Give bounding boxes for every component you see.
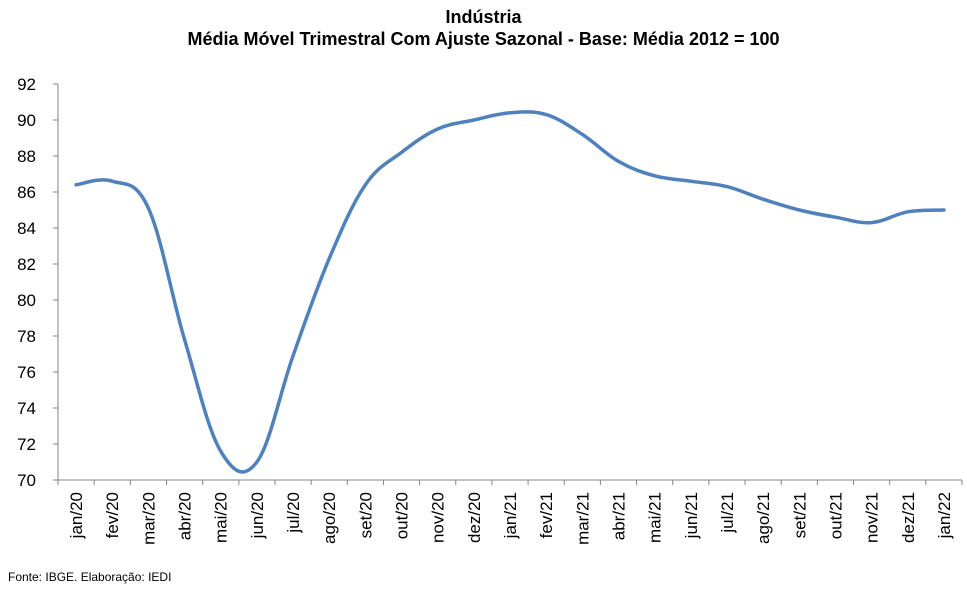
x-tick-label: set/21: [790, 492, 809, 538]
y-tick-label: 80: [17, 291, 36, 310]
y-tick-label: 88: [17, 147, 36, 166]
x-tick-label: abr/20: [176, 492, 195, 540]
data-point: [616, 159, 620, 163]
data-point: [74, 183, 78, 187]
data-point: [833, 215, 837, 219]
y-tick-label: 82: [17, 255, 36, 274]
y-tick-label: 70: [17, 471, 36, 490]
x-tick-label: dez/20: [465, 492, 484, 543]
x-tick-label: jan/22: [935, 492, 954, 539]
x-tick-label: mar/20: [139, 492, 158, 545]
data-point: [363, 183, 367, 187]
data-point: [870, 221, 874, 225]
y-tick-label: 86: [17, 183, 36, 202]
chart-title: Indústria: [445, 7, 522, 27]
data-point: [400, 150, 404, 154]
x-tick-label: fev/21: [537, 492, 556, 538]
data-point: [906, 210, 910, 214]
data-point: [472, 118, 476, 122]
x-tick-label: mai/20: [212, 492, 231, 543]
data-point: [797, 208, 801, 212]
y-tick-label: 90: [17, 111, 36, 130]
x-tick-label: jul/21: [718, 492, 737, 534]
data-point: [327, 257, 331, 261]
data-point: [146, 206, 150, 210]
data-point: [544, 113, 548, 117]
x-tick-label: nov/21: [863, 492, 882, 543]
x-tick-label: ago/21: [754, 492, 773, 544]
chart-axes: [57, 84, 962, 481]
x-tick-label: dez/21: [899, 492, 918, 543]
data-point: [761, 197, 765, 201]
x-tick-label: jun/20: [248, 492, 267, 539]
series-group: [74, 110, 946, 474]
x-tick-label: jan/20: [67, 492, 86, 539]
y-tick-label: 92: [17, 75, 36, 94]
x-tick-label: jan/21: [501, 492, 520, 539]
x-tick-label: nov/20: [429, 492, 448, 543]
x-axis-ticks: jan/20 fev/20 mar/20 abr/20 mai/20 jun/20 jul/…: [57, 480, 963, 545]
data-point: [110, 179, 114, 183]
x-tick-label: jul/20: [284, 492, 303, 534]
x-tick-label: set/20: [356, 492, 375, 538]
x-tick-label: out/21: [826, 492, 845, 539]
chart-title-block: Indústria Média Móvel Trimestral Com Aju…: [0, 6, 967, 50]
data-point: [291, 354, 295, 358]
y-tick-label: 84: [17, 219, 36, 238]
x-tick-label: mar/21: [573, 492, 592, 545]
data-point: [183, 338, 187, 342]
y-axis-ticks: 70 72 74 76 78 80 82 84 86 88 90 92: [17, 75, 58, 490]
data-point: [942, 208, 946, 212]
x-tick-label: mai/21: [646, 492, 665, 543]
data-point: [689, 179, 693, 183]
series-line: [74, 110, 946, 474]
data-point: [255, 460, 259, 464]
x-tick-label: abr/21: [609, 492, 628, 540]
y-tick-label: 72: [17, 435, 36, 454]
x-tick-label: jun/21: [682, 492, 701, 539]
x-tick-label: ago/20: [320, 492, 339, 544]
x-tick-label: fev/20: [103, 492, 122, 538]
data-point: [508, 111, 512, 115]
y-tick-label: 74: [17, 399, 36, 418]
chart-subtitle: Média Móvel Trimestral Com Ajuste Sazona…: [187, 29, 780, 49]
y-tick-label: 76: [17, 363, 36, 382]
y-tick-label: 78: [17, 327, 36, 346]
data-point: [436, 127, 440, 131]
data-point: [725, 185, 729, 189]
source-note: Fonte: IBGE. Elaboração: IEDI: [8, 570, 172, 584]
data-point: [580, 132, 584, 136]
data-point: [219, 449, 223, 453]
data-point: [653, 174, 657, 178]
x-tick-label: out/20: [393, 492, 412, 539]
